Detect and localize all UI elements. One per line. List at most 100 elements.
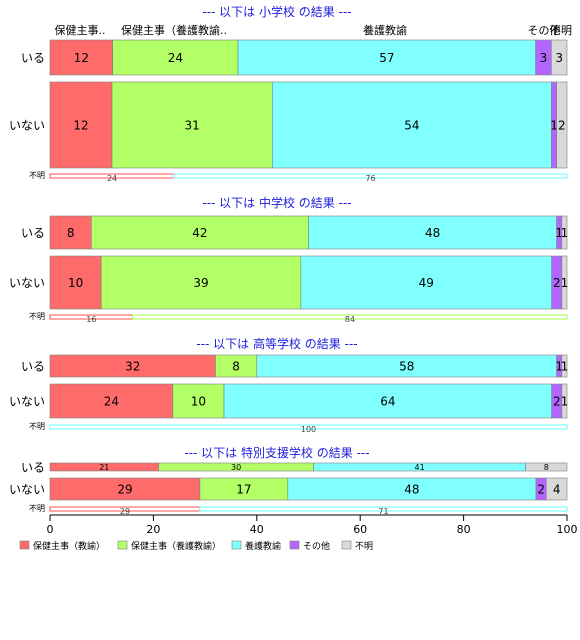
data-label: 48 — [404, 483, 419, 497]
data-label: 42 — [192, 226, 207, 240]
row-label: いない — [9, 395, 45, 409]
data-label: 64 — [380, 395, 395, 409]
bar-segment — [132, 314, 568, 320]
x-tick-label: 40 — [250, 523, 264, 536]
data-label: 84 — [345, 315, 355, 324]
legend-swatch — [341, 540, 352, 550]
panel-title: --- 以下は 小学校 の結果 --- — [202, 4, 351, 19]
row-label: 不明 — [29, 312, 45, 321]
data-label: 8 — [232, 360, 240, 374]
data-label: 31 — [185, 119, 200, 133]
bar-segment — [49, 81, 113, 169]
data-label: 12 — [74, 51, 89, 65]
data-label: 12 — [73, 119, 88, 133]
row-label: 不明 — [29, 171, 45, 180]
data-label: 29 — [120, 507, 130, 516]
data-label: 1 — [550, 119, 558, 133]
data-label: 24 — [104, 395, 119, 409]
legend-label: その他 — [303, 540, 330, 552]
legend-swatch — [231, 540, 242, 550]
row-label: いない — [9, 483, 45, 497]
panel-title: --- 以下は 特別支援学校 の結果 --- — [184, 445, 369, 460]
bar-segment — [551, 39, 568, 76]
data-label: 1 — [561, 360, 569, 374]
data-label: 2 — [537, 483, 545, 497]
bar-segment — [561, 354, 568, 378]
data-label: 58 — [399, 360, 414, 374]
bar-segment — [300, 255, 552, 310]
legend-label: 養護教諭 — [245, 540, 281, 552]
bar-segment — [308, 215, 557, 250]
data-label: 16 — [86, 315, 96, 324]
legend-swatch — [289, 540, 300, 550]
bar-segment — [49, 424, 568, 430]
data-label: 76 — [365, 174, 375, 183]
data-label: 100 — [301, 425, 316, 434]
row-label: いない — [9, 119, 45, 133]
legend-label: 保健主事（養護教諭） — [131, 540, 221, 552]
data-label: 1 — [561, 395, 569, 409]
data-label: 30 — [231, 463, 241, 472]
top-label-2: 養護教諭 — [363, 23, 407, 37]
row-label: いない — [9, 276, 45, 290]
legend-swatch — [117, 540, 128, 550]
bar-segment — [223, 383, 552, 419]
data-label: 10 — [191, 395, 206, 409]
bar-segment — [546, 477, 568, 501]
bar-segment — [112, 39, 239, 76]
data-label: 8 — [67, 226, 75, 240]
data-label: 54 — [404, 119, 419, 133]
panel-title: --- 以下は 高等学校 の結果 --- — [196, 336, 357, 351]
data-label: 48 — [425, 226, 440, 240]
data-label: 21 — [99, 463, 109, 472]
bar-segment — [173, 173, 568, 179]
top-label-0: 保健主事.. — [55, 23, 106, 37]
top-label-3: その他 — [528, 24, 561, 37]
data-label: 10 — [68, 276, 83, 290]
legend-swatch — [19, 540, 30, 550]
top-label-1: 保健主事（養護教諭.. — [121, 23, 227, 37]
row-label: いる — [21, 226, 45, 240]
bar-segment — [199, 506, 568, 512]
x-tick-label: 80 — [457, 523, 471, 536]
row-label: いる — [21, 461, 45, 475]
bar-segment — [172, 383, 225, 419]
data-label: 1 — [555, 360, 563, 374]
bar-segment — [49, 383, 174, 419]
data-label: 24 — [107, 174, 117, 183]
data-label: 24 — [168, 51, 183, 65]
data-label: 1 — [561, 276, 569, 290]
data-label: 41 — [415, 463, 425, 472]
data-label: 2 — [558, 119, 566, 133]
data-label: 29 — [117, 483, 132, 497]
data-label: 1 — [555, 226, 563, 240]
bar-segment — [49, 255, 102, 310]
data-label: 2 — [553, 276, 561, 290]
data-label: 8 — [544, 463, 549, 472]
bar-segment — [556, 81, 568, 169]
data-label: 3 — [540, 51, 548, 65]
x-tick-label: 20 — [146, 523, 160, 536]
data-label: 32 — [125, 360, 140, 374]
x-tick-label: 100 — [557, 523, 578, 536]
data-label: 17 — [236, 483, 251, 497]
data-label: 4 — [553, 483, 561, 497]
data-label: 71 — [378, 507, 388, 516]
bar-segment — [561, 255, 568, 310]
bar-segment — [91, 215, 309, 250]
bar-segment — [111, 81, 273, 169]
row-label: 不明 — [29, 504, 45, 513]
x-tick-label: 60 — [353, 523, 367, 536]
data-label: 1 — [561, 226, 569, 240]
bar-segment — [49, 215, 92, 250]
bar-segment — [561, 215, 568, 250]
data-label: 57 — [379, 51, 394, 65]
panel-title: --- 以下は 中学校 の結果 --- — [202, 195, 351, 210]
data-label: 2 — [553, 395, 561, 409]
row-label: いる — [21, 51, 45, 65]
x-tick-label: 0 — [47, 523, 54, 536]
legend-label: 保健主事（教諭） — [33, 540, 105, 552]
bar-segment — [272, 81, 552, 169]
